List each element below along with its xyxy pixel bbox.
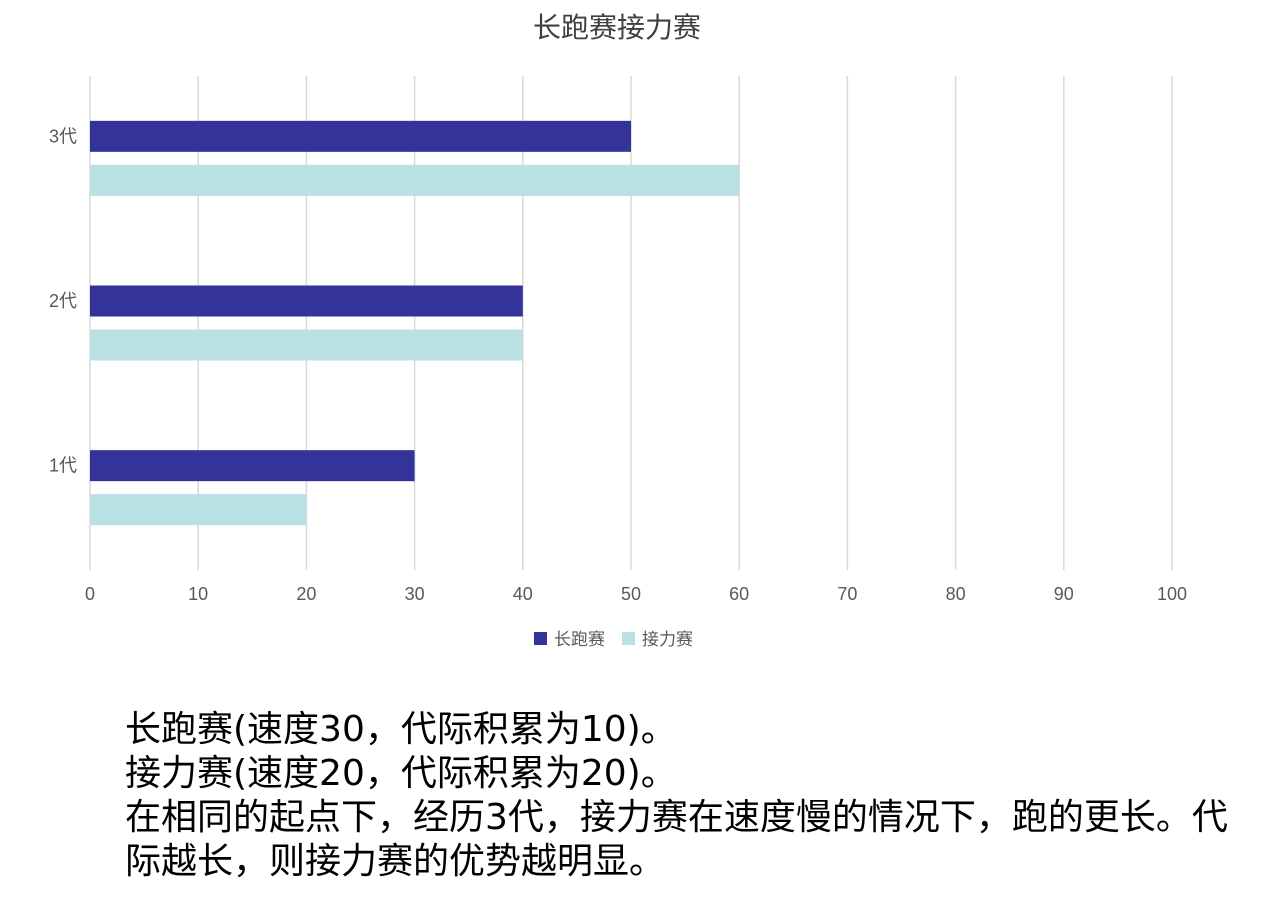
- x-tick-label: 40: [513, 584, 533, 604]
- bar: [90, 164, 740, 196]
- caption-line-1: 长跑赛(速度30，代际积累为10)。: [125, 709, 677, 750]
- x-tick-label: 90: [1054, 584, 1074, 604]
- y-tick-label: 3代: [49, 126, 77, 146]
- caption: 长跑赛(速度30，代际积累为10)。 接力赛(速度20，代际积累为20)。 在相…: [125, 708, 1245, 884]
- bar: [90, 329, 523, 361]
- caption-line-2: 接力赛(速度20，代际积累为20)。: [125, 753, 677, 794]
- x-axis-ticks: 0 10 20 30 40 50 60 70 80 90 100: [85, 584, 1187, 604]
- gridlines: [89, 76, 1173, 570]
- legend-swatch: [622, 632, 635, 645]
- x-tick-label: 0: [85, 584, 95, 604]
- x-tick-label: 10: [188, 584, 208, 604]
- legend: 长跑赛 接力赛: [534, 629, 693, 650]
- legend-label: 长跑赛: [554, 629, 605, 650]
- chart-container: 长跑赛接力赛 0 10 20 30 40 50 60 70 80 90 100 1代 2代 3代 长跑赛…: [49, 11, 1187, 650]
- x-tick-label: 70: [837, 584, 857, 604]
- x-tick-label: 50: [621, 584, 641, 604]
- bar: [90, 120, 631, 152]
- y-axis-ticks: 1代 2代 3代: [49, 126, 77, 475]
- chart-title: 长跑赛接力赛: [533, 11, 701, 44]
- bar: [90, 285, 523, 317]
- x-tick-label: 60: [729, 584, 749, 604]
- x-tick-label: 30: [405, 584, 425, 604]
- bars: [90, 120, 740, 526]
- caption-line-3: 在相同的起点下，经历3代，接力赛在速度慢的情况下，跑的更长。代际越长，则接力赛的…: [125, 797, 1228, 882]
- legend-label: 接力赛: [642, 629, 693, 650]
- y-tick-label: 2代: [49, 291, 77, 311]
- x-tick-label: 20: [296, 584, 316, 604]
- y-tick-label: 1代: [49, 456, 77, 476]
- x-tick-label: 100: [1157, 584, 1187, 604]
- bar: [90, 450, 415, 482]
- legend-swatch: [534, 632, 547, 645]
- bar: [90, 494, 307, 526]
- x-tick-label: 80: [946, 584, 966, 604]
